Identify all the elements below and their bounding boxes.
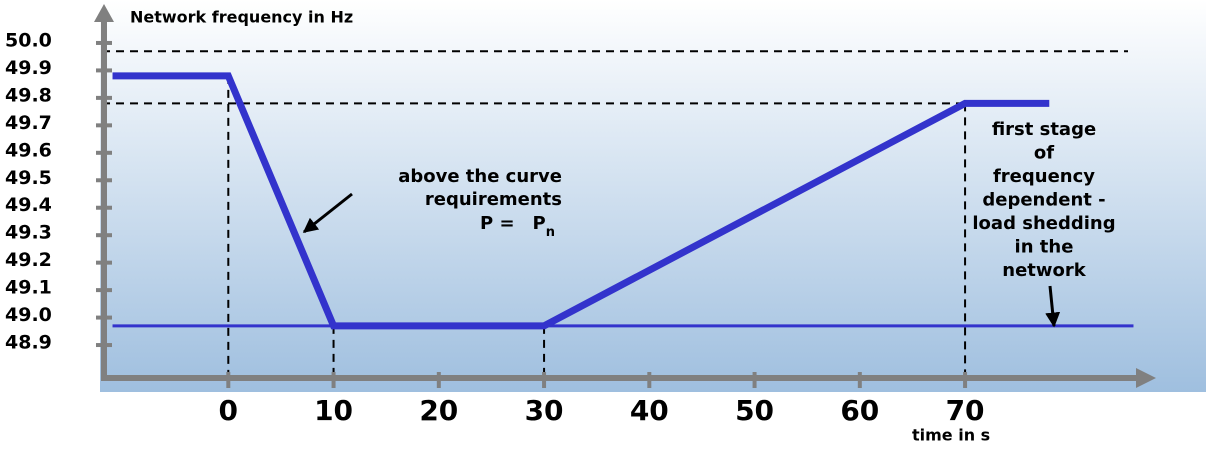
y-tick-label: 49.7 [5,112,52,134]
y-tick-label: 49.6 [5,139,52,161]
x-tick-label: 20 [419,394,458,427]
formula: P = Pn [480,213,555,240]
x-tick-label: 60 [840,394,879,427]
pointer-arrow [302,192,353,234]
x-tick-label: 70 [946,394,985,427]
x-tick-label: 0 [219,394,238,427]
series-line [112,72,1050,330]
annotation: in the [1015,237,1074,258]
y-axis-label: Network frequency in Hz [130,8,353,27]
annotation: requirements [425,189,562,210]
y-tick-label: 49.9 [5,57,52,79]
x-axis-label: time in s [912,426,990,445]
x-tick-label: 10 [314,394,353,427]
annotation: frequency [993,166,1095,187]
annotation: of [1034,143,1054,164]
y-axis-arrow [94,4,114,22]
pointer-arrow [1045,285,1061,328]
formula-sub: n [546,225,555,240]
x-axis-arrow [1136,368,1156,388]
y-tick-label: 49.4 [5,194,52,216]
annotation: first stage [992,119,1096,140]
annotation: load shedding [972,213,1115,234]
x-tick-label: 40 [630,394,669,427]
y-tick-label: 49.0 [5,304,52,326]
formula-lhs: P = [480,213,515,234]
formula-rhs: P [533,213,546,234]
y-tick-label: 49.5 [5,167,52,189]
marks [102,50,1134,378]
y-tick-label: 48.9 [5,332,52,354]
annotation: above the curve [398,166,562,187]
y-tick-label: 50.0 [5,29,52,51]
x-tick-label: 30 [525,394,564,427]
y-tick-label: 49.3 [5,222,52,244]
y-tick-label: 49.2 [5,249,52,271]
y-tick-label: 49.1 [5,277,52,299]
x-tick-label: 50 [735,394,774,427]
annotation: network [1002,260,1086,281]
y-tick-label: 49.8 [5,84,52,106]
annotation: dependent - [982,190,1105,211]
